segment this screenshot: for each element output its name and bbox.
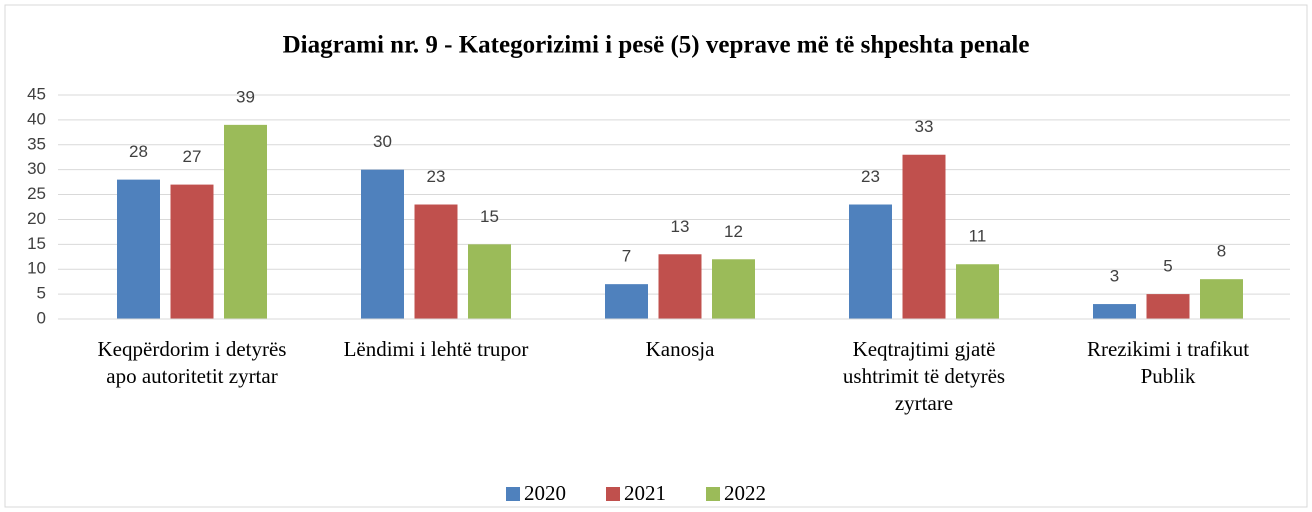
data-label: 12 <box>724 222 743 241</box>
legend-swatch <box>606 487 620 501</box>
x-tick-label: Rrezikimi i trafikut Publik <box>1086 337 1250 388</box>
data-label: 15 <box>480 207 499 226</box>
chart-border <box>4 4 1308 508</box>
bar <box>658 254 702 319</box>
y-tick-label: 5 <box>37 284 46 303</box>
x-tick-label: Kanosja <box>645 337 715 361</box>
bar <box>117 179 160 319</box>
data-label: 3 <box>1110 267 1119 286</box>
y-tick-label: 30 <box>27 159 46 178</box>
y-tick-label: 15 <box>27 234 46 253</box>
data-label: 7 <box>622 247 631 266</box>
data-label: 5 <box>1163 257 1172 276</box>
data-label: 27 <box>183 147 202 166</box>
bar <box>1200 279 1243 319</box>
data-label: 28 <box>129 142 148 161</box>
y-tick-label: 0 <box>37 308 46 327</box>
legend-label: 2022 <box>724 481 766 505</box>
bar <box>1093 304 1136 319</box>
legend-label: 2020 <box>524 481 566 505</box>
bar <box>712 259 755 319</box>
legend-label: 2021 <box>624 481 666 505</box>
chart-title: Diagrami nr. 9 - Kategorizimi i pesë (5)… <box>283 32 1030 59</box>
bar <box>849 204 892 319</box>
bar <box>956 264 999 319</box>
bar <box>170 184 214 319</box>
bar <box>414 204 458 319</box>
bar <box>224 124 267 319</box>
legend-swatch <box>706 487 720 501</box>
y-tick-label: 20 <box>27 209 46 228</box>
data-label: 30 <box>373 132 392 151</box>
legend-swatch <box>506 487 520 501</box>
bar <box>902 154 946 319</box>
data-label: 23 <box>427 167 446 186</box>
data-label: 23 <box>861 167 880 186</box>
y-tick-label: 10 <box>27 259 46 278</box>
bar <box>361 169 404 319</box>
y-tick-label: 40 <box>27 109 46 128</box>
bar <box>1146 294 1190 319</box>
x-tick-label: Keqpërdorim i detyrës apo autoritetit zy… <box>97 337 287 388</box>
x-tick-label: Lëndimi i lehtë trupor <box>343 337 529 361</box>
data-label: 13 <box>671 217 690 236</box>
data-label: 8 <box>1217 242 1226 261</box>
x-tick-label: Keqtrajtimi gjatë ushtrimit të detyrës z… <box>842 337 1006 415</box>
y-tick-label: 25 <box>27 184 46 203</box>
data-label: 39 <box>236 87 255 106</box>
bar <box>605 284 648 319</box>
y-tick-label: 45 <box>27 84 46 103</box>
data-label: 33 <box>915 117 934 136</box>
data-label: 11 <box>969 227 987 246</box>
y-tick-label: 35 <box>27 134 46 153</box>
bar <box>468 244 511 319</box>
